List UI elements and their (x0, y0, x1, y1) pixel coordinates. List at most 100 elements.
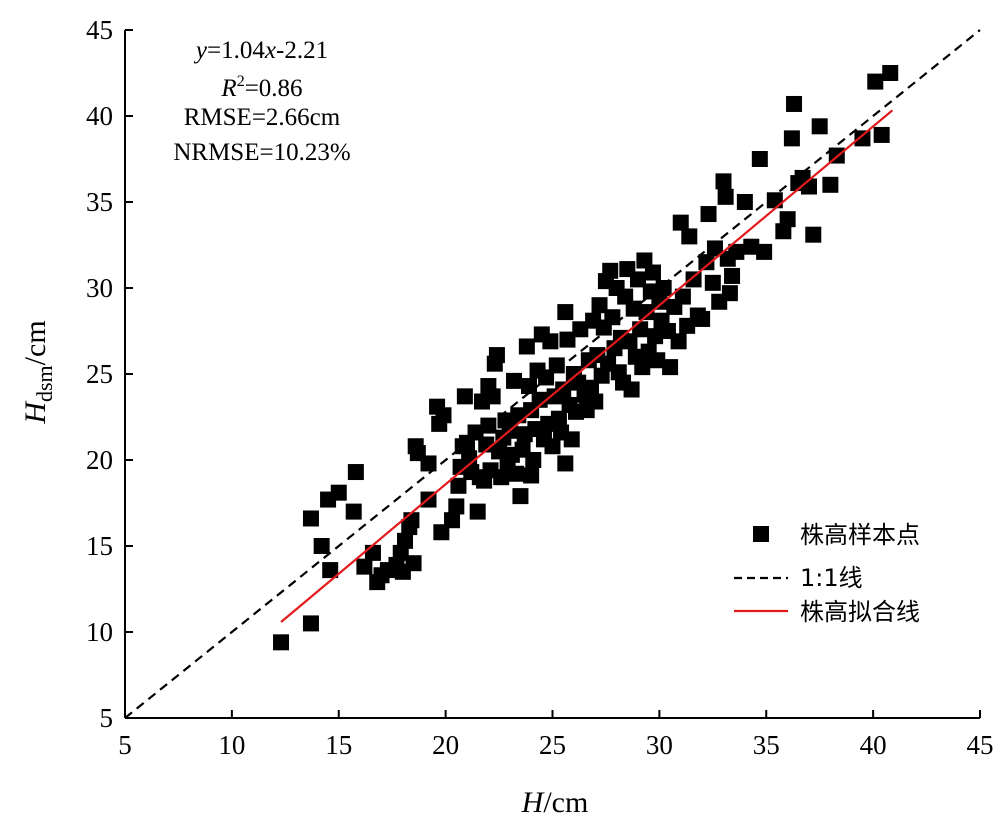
data-point (587, 393, 604, 410)
data-point (493, 469, 510, 486)
data-point (313, 538, 330, 554)
data-point (403, 512, 420, 529)
data-point (715, 173, 732, 190)
data-point (743, 238, 760, 255)
data-point (480, 417, 497, 434)
y-tick-label: 35 (86, 187, 113, 217)
data-point (364, 544, 381, 561)
y-tick-label: 40 (86, 101, 113, 131)
data-point (557, 455, 574, 472)
x-tick-label: 10 (218, 730, 245, 760)
x-tick-label: 35 (753, 730, 780, 760)
legend-marker-points (753, 526, 769, 542)
regression-stats: y=1.04x-2.21 R2=0.86 RMSE=2.66cm NRMSE=1… (173, 37, 350, 166)
data-point (302, 615, 319, 632)
data-point (706, 240, 723, 257)
data-point (273, 634, 290, 651)
data-point (854, 130, 871, 147)
legend-label-1to1: 1:1线 (800, 564, 863, 592)
data-point (655, 280, 672, 296)
y-tick-label: 5 (100, 703, 114, 733)
fit-line (280, 109, 894, 623)
data-point (766, 192, 783, 209)
data-point (420, 455, 437, 472)
x-tick-label: 25 (539, 730, 566, 760)
data-point (525, 452, 542, 468)
data-point (345, 503, 362, 520)
data-point (751, 151, 768, 167)
data-point (302, 510, 319, 527)
data-point (469, 503, 486, 520)
y-tick-label: 30 (86, 273, 113, 303)
data-point (405, 555, 422, 572)
data-point (681, 228, 698, 245)
legend-label-points: 株高样本点 (800, 521, 920, 549)
data-point (538, 369, 555, 386)
data-point (548, 357, 565, 374)
data-point (621, 333, 638, 350)
r-squared-text: R2=0.86 (220, 73, 302, 102)
y-tick-label: 10 (86, 617, 113, 647)
data-point (704, 274, 721, 291)
rmse-text: RMSE=2.66cm (184, 104, 341, 131)
data-point (356, 558, 373, 575)
data-point (724, 267, 741, 284)
data-point (786, 95, 803, 112)
data-point (867, 73, 884, 90)
data-point (392, 544, 409, 561)
data-point (397, 532, 414, 549)
legend-label-fit: 株高拟合线 (800, 598, 920, 626)
nrmse-text: NRMSE=10.23% (173, 139, 350, 166)
data-point (625, 300, 642, 317)
data-point (444, 512, 461, 529)
data-point (542, 333, 559, 350)
axes: 5 10 15 20 25 30 35 40 45 5 10 15 20 25 30 35 40 45 (86, 15, 994, 760)
data-point (456, 388, 473, 405)
y-tick-label: 20 (86, 445, 113, 475)
data-point (698, 254, 715, 271)
data-point (433, 524, 450, 541)
data-point (602, 262, 619, 279)
x-axis-title: H/cm (521, 786, 589, 819)
equation-text: y=1.04x-2.21 (193, 37, 328, 64)
data-point (435, 407, 452, 424)
data-point (649, 352, 666, 369)
data-point (736, 194, 753, 210)
data-point (644, 264, 661, 281)
data-point (591, 297, 608, 314)
data-point (478, 436, 495, 453)
data-point (728, 243, 745, 260)
data-point (520, 378, 537, 395)
x-tick-label: 40 (860, 730, 887, 760)
data-point (805, 226, 822, 243)
data-point (523, 467, 540, 484)
data-point (700, 206, 717, 223)
y-ticks: 5 10 15 20 25 30 35 40 45 (86, 15, 133, 733)
data-point (550, 410, 567, 427)
data-point (563, 431, 580, 448)
data-point (647, 328, 664, 345)
data-point (756, 243, 773, 260)
data-point (450, 477, 467, 494)
data-point (685, 271, 702, 288)
data-point (617, 288, 634, 305)
x-tick-label: 30 (646, 730, 673, 760)
data-point (544, 438, 561, 455)
data-point (623, 381, 640, 398)
data-point (555, 381, 572, 398)
data-point (491, 443, 508, 460)
data-point (694, 310, 711, 327)
x-ticks: 5 10 15 20 25 30 35 40 45 (118, 710, 994, 760)
data-point (330, 484, 347, 501)
data-point (506, 372, 523, 389)
data-point (531, 391, 548, 408)
data-point (775, 223, 792, 240)
data-point (651, 293, 668, 310)
data-point (630, 271, 646, 288)
data-point (570, 374, 587, 391)
data-point (604, 309, 621, 326)
data-point (518, 338, 535, 355)
data-point (811, 118, 828, 135)
data-point (822, 176, 839, 193)
data-point (572, 321, 589, 338)
